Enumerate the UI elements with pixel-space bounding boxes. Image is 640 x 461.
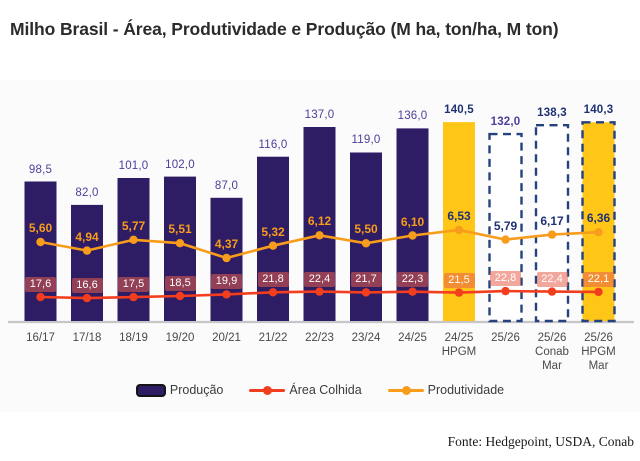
area-colhida-point xyxy=(129,292,138,302)
area-colhida-value-label: 17,6 xyxy=(25,277,56,292)
legend-item-produtividade[interactable]: Produtividade xyxy=(387,383,505,397)
x-axis-label: 16/17 xyxy=(26,332,55,344)
bar-24-25-hpgm xyxy=(443,122,475,321)
x-axis-label: 22/23 xyxy=(305,332,334,344)
produtividade-point xyxy=(36,237,45,247)
bar-value-label: 137,0 xyxy=(304,109,335,121)
produtividade-point xyxy=(408,231,417,240)
chart-legend: Produção Área Colhida Produtividade xyxy=(0,383,640,397)
produtividade-value-label: 5,77 xyxy=(121,218,146,233)
area-colhida-point xyxy=(315,287,324,296)
bar-value-label: 87,0 xyxy=(214,179,239,192)
area-colhida-point xyxy=(501,286,510,296)
source-note: Fonte: Hedgepoint, USDA, Conab xyxy=(447,434,634,449)
area-colhida-point xyxy=(175,291,185,301)
legend-label: Produtividade xyxy=(427,383,505,397)
area-colhida-value-label: 22,4 xyxy=(536,271,568,287)
area-colhida-point xyxy=(361,288,371,297)
produtividade-value-label: 6,10 xyxy=(400,214,425,229)
x-axis-label: 25/26 Conab Mar xyxy=(535,332,569,372)
area-colhida-value-label: 19,9 xyxy=(211,274,242,290)
produtividade-value-label: 6,17 xyxy=(540,213,564,228)
legend-line-swatch-icon xyxy=(249,385,286,395)
x-axis-label: 18/19 xyxy=(119,332,148,344)
area-colhida-value-label: 22,8 xyxy=(490,271,521,287)
area-colhida-value-label: 21,7 xyxy=(350,272,382,288)
produtividade-value-label: 4,94 xyxy=(75,229,99,244)
bar-value-label: 119,0 xyxy=(351,134,381,147)
area-colhida-value-label: 22,3 xyxy=(397,271,428,287)
legend-line-swatch-icon xyxy=(387,385,424,395)
legend-bar-swatch-icon xyxy=(135,383,166,397)
bar-value-label: 140,3 xyxy=(583,104,614,117)
bar-value-label: 132,0 xyxy=(490,116,521,129)
bar-value-label: 140,5 xyxy=(444,104,474,117)
produtividade-value-label: 4,37 xyxy=(214,236,239,251)
bar-value-label: 116,0 xyxy=(258,138,288,151)
bar-value-label: 98,5 xyxy=(28,163,53,176)
produtividade-point xyxy=(175,239,185,248)
x-axis-label: 20/21 xyxy=(212,332,241,344)
area-colhida-value-label: 21,5 xyxy=(443,272,475,288)
area-colhida-point xyxy=(547,287,557,296)
area-colhida-value-label: 18,5 xyxy=(164,275,196,291)
x-axis-label: 24/25 HPGM xyxy=(441,332,477,358)
area-colhida-point xyxy=(82,293,92,303)
produtividade-point xyxy=(361,239,371,248)
legend-label: Área Colhida xyxy=(289,383,362,397)
produtividade-point xyxy=(129,235,138,244)
x-axis-label: 25/26 HPGM Mar xyxy=(581,332,616,372)
legend-line-dot-icon xyxy=(401,385,411,395)
x-axis-label: 17/18 xyxy=(72,332,102,344)
x-axis-label: 19/20 xyxy=(165,332,195,344)
page-title: Milho Brasil - Área, Produtividade e Pro… xyxy=(10,18,559,39)
legend-line-dot-icon xyxy=(263,385,273,395)
area-colhida-point xyxy=(268,288,278,297)
produtividade-value-label: 6,12 xyxy=(307,214,332,229)
bar-value-label: 82,0 xyxy=(75,186,99,199)
area-colhida-value-label: 16,6 xyxy=(71,278,103,294)
area-colhida-value-label: 17,5 xyxy=(118,277,149,293)
produtividade-point xyxy=(547,230,557,239)
area-colhida-value-label: 22,4 xyxy=(304,271,335,287)
bar-value-label: 102,0 xyxy=(165,158,195,171)
area-colhida-point xyxy=(454,288,464,297)
produtividade-value-label: 5,32 xyxy=(261,224,285,239)
produtividade-point xyxy=(454,225,464,235)
bar-value-label: 101,0 xyxy=(118,159,149,172)
legend-item-producao[interactable]: Produção xyxy=(135,383,224,397)
area-colhida-point xyxy=(408,287,417,296)
area-colhida-point xyxy=(36,292,45,302)
produtividade-point xyxy=(222,253,231,263)
area-colhida-value-label: 22,1 xyxy=(583,271,614,287)
produtividade-value-label: 6,53 xyxy=(447,208,471,223)
legend-item-area-colhida[interactable]: Área Colhida xyxy=(249,383,362,397)
area-colhida-point xyxy=(222,290,231,299)
legend-label: Produção xyxy=(169,383,224,397)
produtividade-value-label: 5,79 xyxy=(493,218,518,233)
x-axis-label: 25/26 xyxy=(491,332,520,344)
produtividade-point xyxy=(268,241,278,250)
bar-17-18 xyxy=(71,204,103,321)
x-axis-label: 21/22 xyxy=(258,332,288,344)
area-colhida-value-label: 21,8 xyxy=(257,272,289,288)
produtividade-point xyxy=(594,228,603,237)
bar-value-label: 138,3 xyxy=(537,107,567,120)
produtividade-value-label: 6,36 xyxy=(586,211,611,226)
x-axis-label: 24/25 xyxy=(398,332,427,344)
produtividade-value-label: 5,60 xyxy=(28,221,53,236)
produtividade-point xyxy=(501,235,510,244)
produtividade-point xyxy=(315,231,324,240)
bar-value-label: 136,0 xyxy=(397,110,428,123)
produtividade-point xyxy=(82,246,92,255)
x-axis-label: 23/24 xyxy=(351,332,381,344)
produtividade-value-label: 5,51 xyxy=(168,222,192,237)
area-colhida-point xyxy=(594,287,603,297)
produtividade-value-label: 5,50 xyxy=(354,222,378,237)
